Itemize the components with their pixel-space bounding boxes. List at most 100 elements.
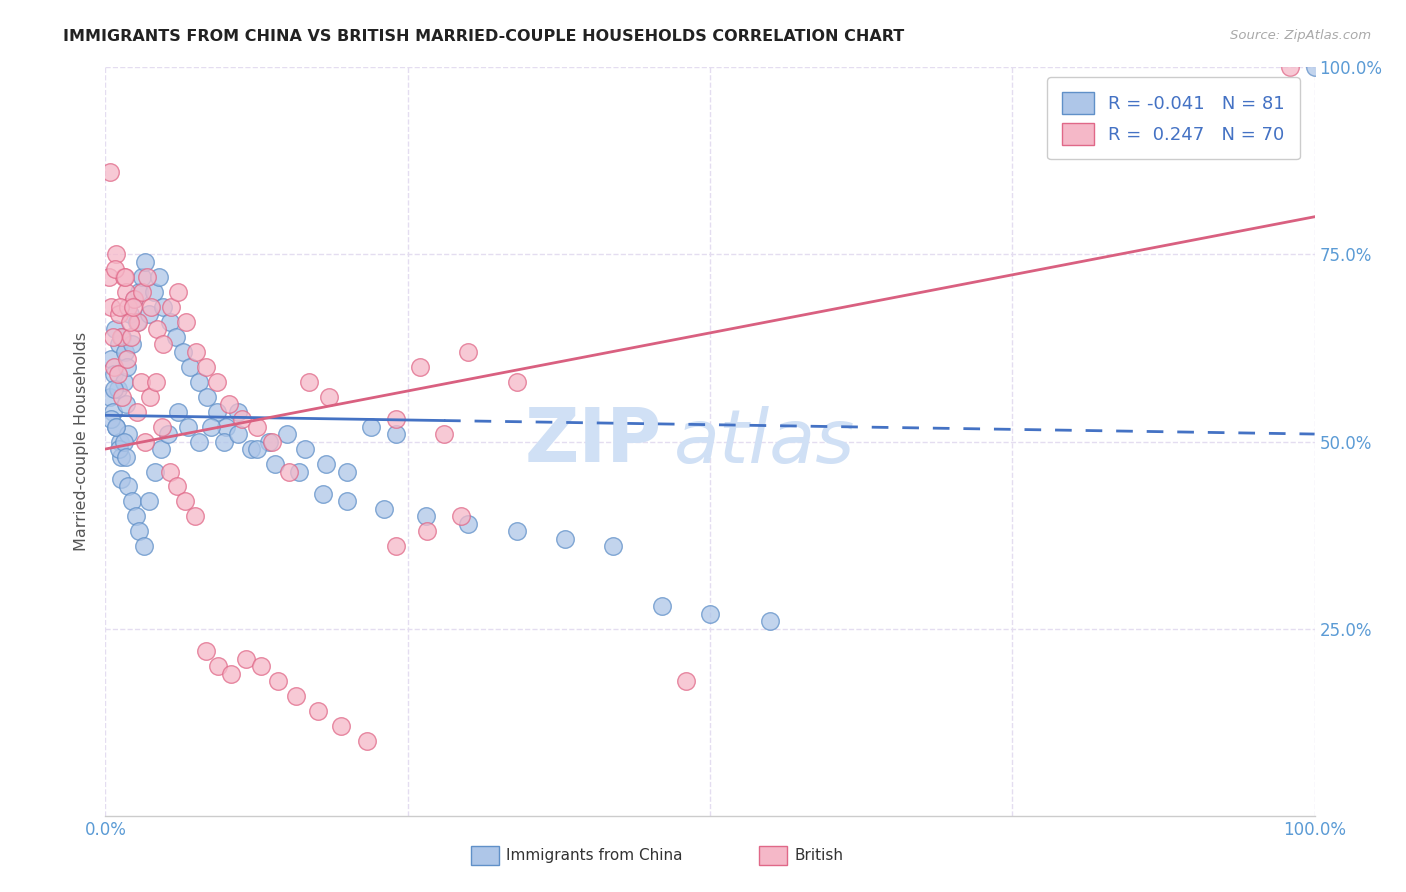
Point bbox=[415, 509, 437, 524]
Text: atlas: atlas bbox=[673, 406, 855, 477]
Point bbox=[145, 375, 167, 389]
Point bbox=[384, 540, 406, 554]
Point bbox=[205, 404, 228, 418]
Point bbox=[194, 359, 217, 374]
Point bbox=[108, 434, 131, 449]
Point bbox=[134, 254, 156, 268]
Point bbox=[108, 300, 131, 314]
Point bbox=[278, 465, 301, 479]
Point bbox=[356, 734, 378, 748]
Point bbox=[115, 359, 138, 374]
Point bbox=[187, 434, 209, 449]
Point bbox=[699, 607, 721, 621]
Point bbox=[125, 315, 148, 329]
Point bbox=[228, 404, 250, 418]
Point bbox=[297, 375, 319, 389]
Point bbox=[115, 352, 138, 367]
Point bbox=[218, 397, 240, 411]
Point bbox=[105, 419, 128, 434]
Point bbox=[675, 674, 697, 689]
Point bbox=[103, 382, 125, 396]
Point bbox=[152, 300, 174, 314]
Point bbox=[100, 412, 122, 426]
Point bbox=[307, 704, 329, 718]
Point bbox=[107, 442, 129, 456]
Point bbox=[457, 344, 479, 359]
Point bbox=[121, 337, 143, 351]
Point bbox=[157, 427, 180, 442]
Point bbox=[384, 427, 406, 442]
Point bbox=[184, 509, 207, 524]
Point bbox=[122, 300, 145, 314]
Point bbox=[330, 719, 353, 733]
Point bbox=[100, 352, 122, 367]
Point bbox=[138, 494, 160, 508]
Text: IMMIGRANTS FROM CHINA VS BRITISH MARRIED-COUPLE HOUSEHOLDS CORRELATION CHART: IMMIGRANTS FROM CHINA VS BRITISH MARRIED… bbox=[63, 29, 904, 44]
Point bbox=[128, 524, 150, 539]
Point bbox=[110, 329, 132, 343]
Point bbox=[103, 367, 125, 381]
Point bbox=[239, 442, 262, 456]
Point bbox=[146, 322, 169, 336]
Point bbox=[115, 450, 138, 464]
Point bbox=[288, 465, 311, 479]
Point bbox=[276, 427, 298, 442]
Point bbox=[250, 659, 273, 673]
Point bbox=[128, 285, 150, 299]
Point bbox=[150, 442, 173, 456]
Point bbox=[124, 292, 146, 306]
Point bbox=[228, 427, 250, 442]
Point bbox=[131, 285, 153, 299]
Point bbox=[312, 487, 335, 501]
Point bbox=[450, 509, 472, 524]
Point bbox=[115, 285, 138, 299]
Point bbox=[111, 390, 134, 404]
Point bbox=[118, 307, 141, 321]
Point bbox=[602, 540, 624, 554]
Point bbox=[111, 329, 134, 343]
Point bbox=[219, 666, 242, 681]
Point bbox=[165, 329, 187, 343]
Point bbox=[114, 269, 136, 284]
Point bbox=[107, 337, 129, 351]
Point bbox=[554, 532, 576, 546]
Point bbox=[1279, 60, 1302, 74]
Point bbox=[167, 404, 190, 418]
Point bbox=[186, 344, 208, 359]
Point bbox=[150, 419, 173, 434]
Point bbox=[105, 419, 128, 434]
Point bbox=[336, 494, 359, 508]
Point bbox=[166, 479, 188, 493]
Point bbox=[152, 337, 174, 351]
Point bbox=[433, 427, 456, 442]
Point bbox=[117, 300, 139, 314]
Point bbox=[651, 599, 673, 614]
Point bbox=[139, 390, 162, 404]
Point bbox=[101, 404, 124, 418]
Point bbox=[117, 427, 139, 442]
Point bbox=[336, 465, 359, 479]
Text: Source: ZipAtlas.com: Source: ZipAtlas.com bbox=[1230, 29, 1371, 42]
Point bbox=[167, 285, 190, 299]
Point bbox=[112, 375, 135, 389]
Point bbox=[1303, 60, 1326, 74]
Point bbox=[107, 307, 129, 321]
Point bbox=[143, 465, 166, 479]
Point bbox=[124, 509, 148, 524]
Point bbox=[117, 479, 139, 493]
Point bbox=[159, 315, 181, 329]
Legend: R = -0.041   N = 81, R =  0.247   N = 70: R = -0.041 N = 81, R = 0.247 N = 70 bbox=[1047, 78, 1299, 160]
Point bbox=[110, 450, 132, 464]
Point bbox=[246, 442, 269, 456]
Point bbox=[235, 652, 257, 666]
Point bbox=[127, 315, 149, 329]
Point bbox=[285, 690, 308, 704]
Point bbox=[212, 434, 235, 449]
Point bbox=[100, 300, 122, 314]
Point bbox=[505, 524, 527, 539]
Point bbox=[195, 390, 218, 404]
Point bbox=[373, 502, 395, 516]
Point bbox=[174, 494, 197, 508]
Point bbox=[129, 375, 152, 389]
Point bbox=[194, 644, 217, 658]
